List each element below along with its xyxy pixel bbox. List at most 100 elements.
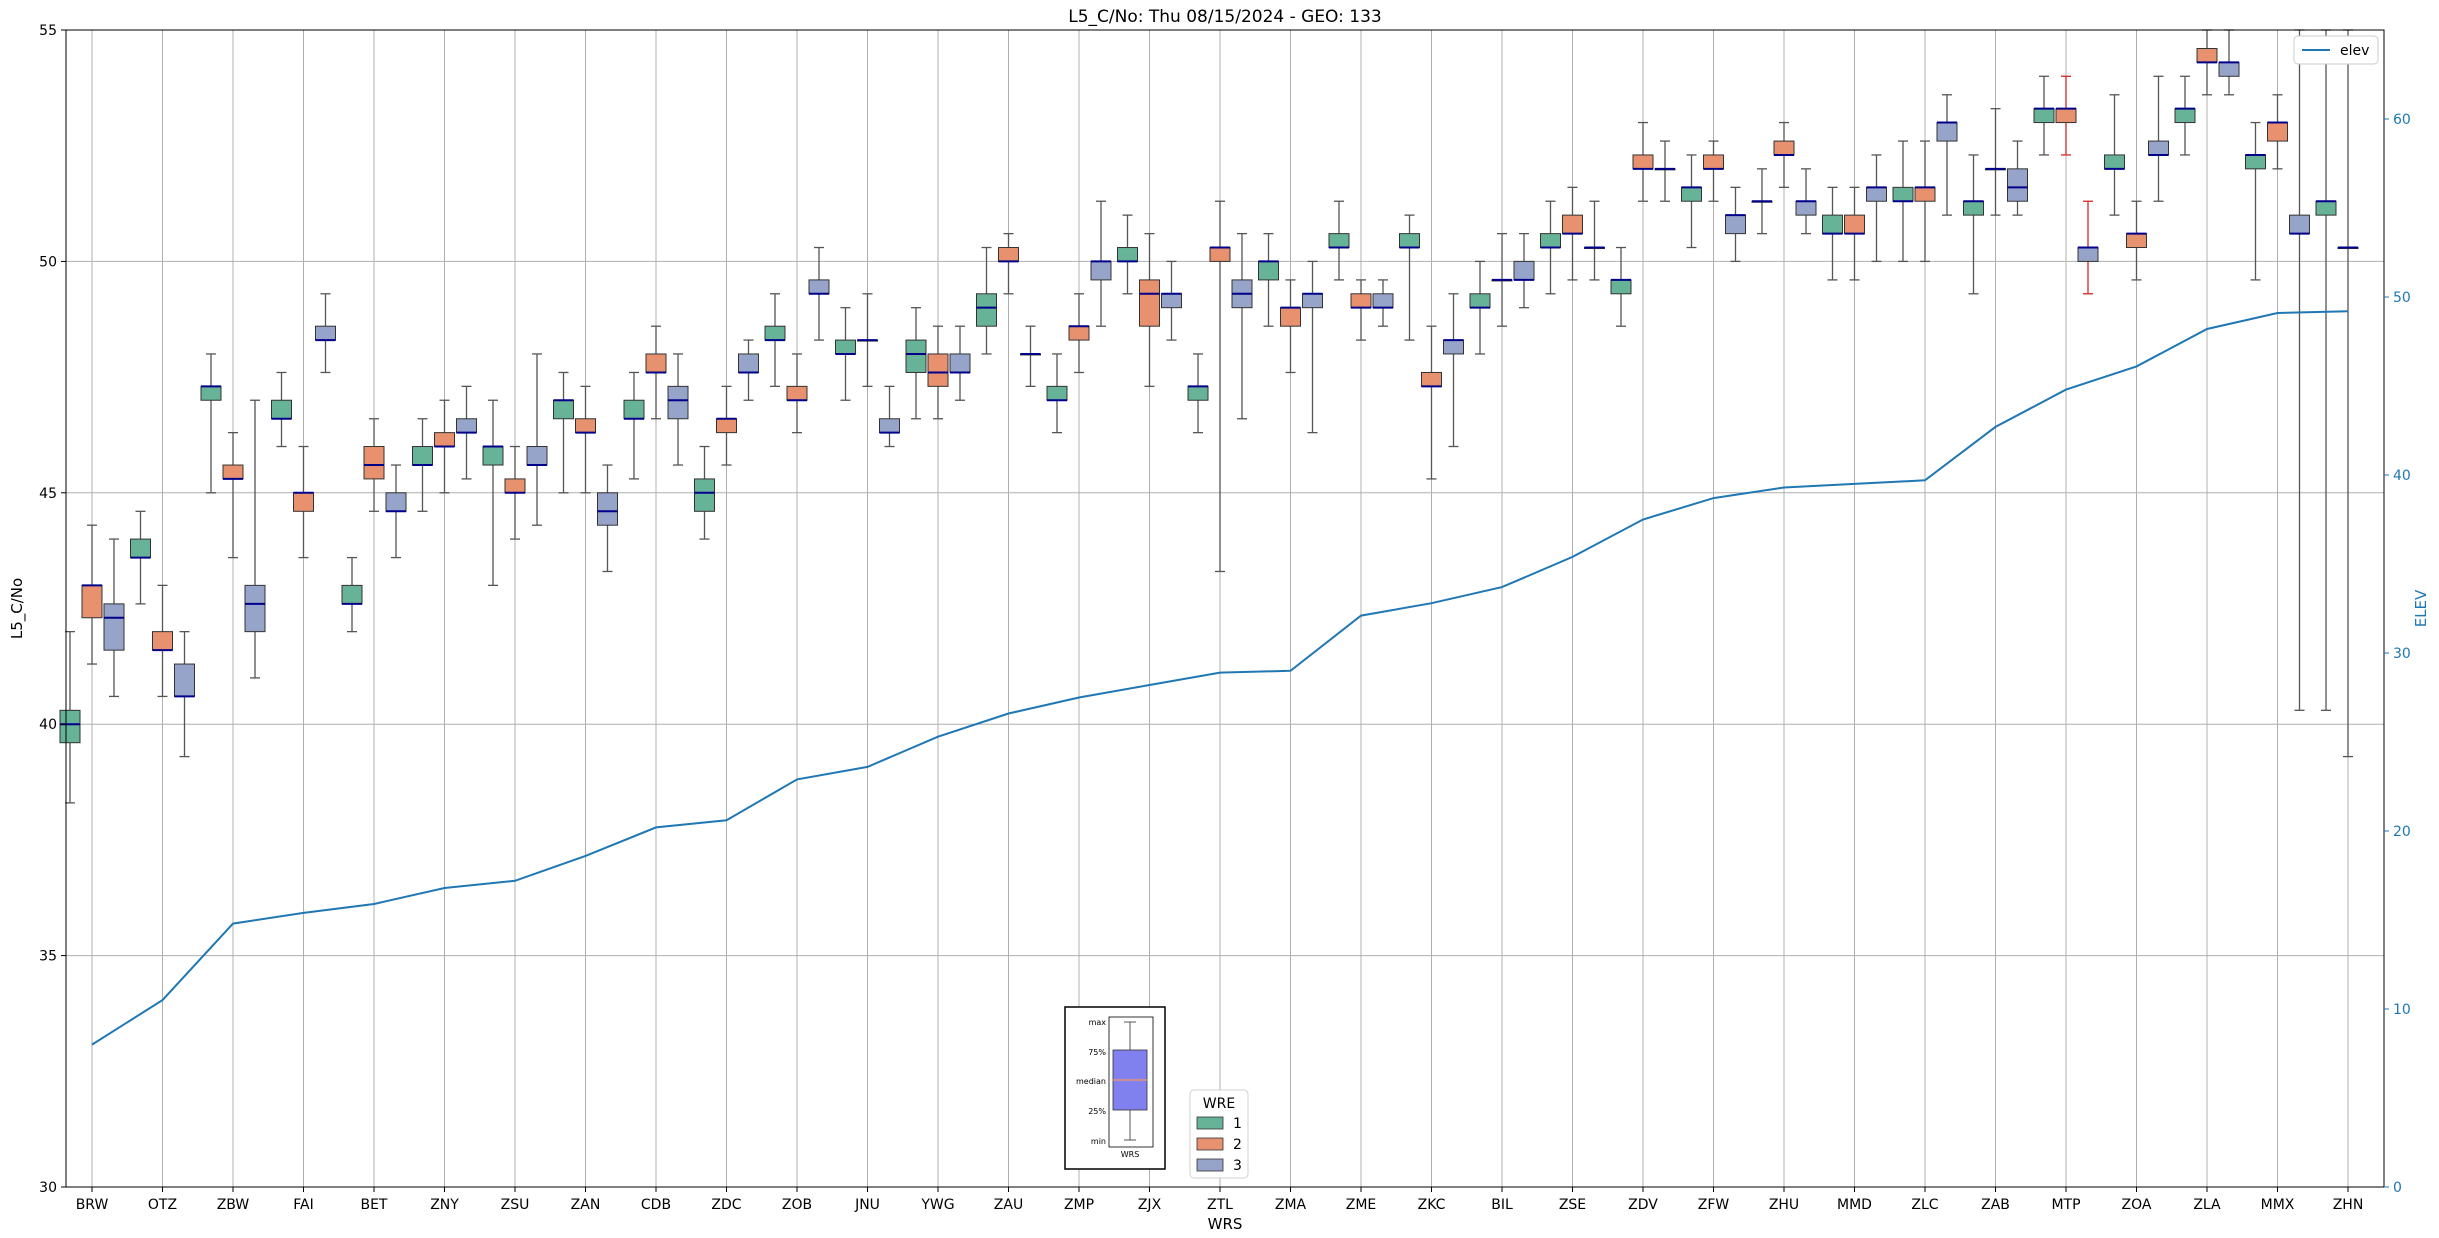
- box-wre-2: [645, 353, 667, 373]
- x-tick-label: ZSE: [1559, 1197, 1586, 1213]
- y2-tick-label: 10: [2393, 1002, 2411, 1018]
- box-wre-3: [597, 492, 618, 526]
- y2-tick-label: 30: [2393, 646, 2411, 662]
- x-tick-label: ZSU: [501, 1197, 530, 1213]
- box-wre-2: [1421, 371, 1442, 387]
- inset-label: min: [1091, 1137, 1106, 1146]
- box-wre-1: [1046, 385, 1068, 401]
- x-tick-label: ZTL: [1207, 1197, 1233, 1213]
- inset-label: median: [1076, 1077, 1106, 1086]
- box-wre-1: [2245, 154, 2266, 170]
- x-tick-label: MTP: [2051, 1197, 2080, 1213]
- box-wre-2: [1350, 293, 1372, 309]
- x-tick-label: ZDV: [1628, 1197, 1658, 1213]
- legend-label-1: 1: [1233, 1116, 1242, 1132]
- x-tick-label: JNU: [854, 1197, 880, 1213]
- box-wre-1: [1822, 214, 1843, 235]
- box-wre-2: [2196, 48, 2218, 63]
- x-tick-label: ZHU: [1769, 1197, 1799, 1213]
- y-axis-left-ticks: 30 35 40 45 50 55: [39, 23, 66, 1196]
- box-wre-1: [835, 339, 856, 355]
- box-wre-2: [1209, 247, 1231, 262]
- x-tick-label: ZME: [1346, 1197, 1377, 1213]
- box-wre-3: [1936, 122, 1958, 142]
- inset-label: max: [1089, 1018, 1107, 1027]
- box-wre-1: [200, 385, 222, 401]
- legend-label-3: 3: [1233, 1158, 1242, 1174]
- box-wre-3: [667, 385, 689, 420]
- box-wre-3: [526, 446, 548, 466]
- x-tick-label: ZJX: [1138, 1197, 1162, 1213]
- y2-tick-label: 40: [2393, 468, 2411, 484]
- box-wre-2: [2055, 108, 2077, 124]
- elev-line-series: [91, 310, 2349, 1046]
- box-wre-1: [2315, 200, 2337, 216]
- box-wre-1: [764, 325, 786, 341]
- box-wre-3: [2218, 61, 2240, 77]
- box-wre-1: [2104, 154, 2125, 170]
- box-wre-3: [315, 325, 336, 341]
- x-tick-label: YWG: [920, 1197, 954, 1213]
- grid: [66, 29, 2384, 1188]
- x-tick-label: FAI: [293, 1197, 313, 1213]
- box-wre-3: [103, 603, 125, 651]
- box-wre-1: [412, 446, 433, 466]
- box-wre-3: [1372, 293, 1394, 309]
- box-wre-2: [1068, 325, 1090, 341]
- y2-axis-label: ELEV: [2412, 589, 2430, 627]
- box-wre-2: [434, 432, 455, 448]
- box-wre-2: [1139, 279, 1160, 327]
- box-wre-2: [222, 464, 244, 480]
- x-tick-label: MMD: [1837, 1197, 1872, 1213]
- box-wre-3: [1513, 260, 1535, 281]
- x-tick-label: BET: [360, 1197, 387, 1213]
- box-wre-1: [623, 399, 645, 420]
- box-wre-2: [1562, 214, 1583, 235]
- y-axis-right-ticks: 0 10 20 30 40 50 60: [2384, 112, 2411, 1196]
- box-wre-1: [1117, 247, 1138, 262]
- box-wre-3: [949, 353, 971, 373]
- legend-elev-label: elev: [2340, 43, 2369, 59]
- x-tick-label: ZAU: [994, 1197, 1023, 1213]
- box-wre-1: [1540, 233, 1561, 249]
- box-wre-3: [174, 663, 195, 697]
- box-wre-1: [59, 709, 81, 744]
- box-wre-3: [1795, 200, 1817, 216]
- box-wre-3: [1725, 214, 1746, 235]
- inset-label: 25%: [1088, 1107, 1106, 1116]
- x-tick-label: ZOA: [2122, 1197, 2152, 1213]
- x-tick-label: OTZ: [148, 1197, 177, 1213]
- box-wre-2: [293, 492, 314, 512]
- elev-line-path: [91, 310, 2349, 1046]
- box-wre-2: [1632, 154, 1654, 170]
- y-tick-label: 30: [39, 1180, 57, 1196]
- legend-frame: [1189, 1089, 1249, 1179]
- box-wre-3: [244, 584, 266, 633]
- x-tick-label: ZMP: [1064, 1197, 1094, 1213]
- x-tick-label: ZNY: [430, 1197, 459, 1213]
- y-axis-label: L5_C/No: [8, 578, 27, 639]
- x-tick-label: MMX: [2261, 1197, 2295, 1213]
- box-wre-3: [879, 418, 900, 434]
- legend-swatch-1: [1196, 1116, 1224, 1130]
- box-wre-2: [1773, 140, 1795, 156]
- box-wre-1: [1963, 200, 1984, 216]
- box-wre-2: [716, 418, 737, 434]
- y2-tick-label: 20: [2393, 824, 2411, 840]
- box-wre-2: [2267, 122, 2288, 142]
- inset-xlabel: WRS: [1121, 1150, 1140, 1159]
- legend-swatch-3: [1196, 1158, 1224, 1172]
- box-wre-1: [2174, 108, 2196, 124]
- chart-title: L5_C/No: Thu 08/15/2024 - GEO: 133: [1068, 7, 1381, 27]
- box-wre-1: [1399, 233, 1420, 249]
- legend-title: WRE: [1203, 1096, 1235, 1112]
- box-wre-1: [1681, 186, 1702, 202]
- box-wre-3: [2077, 247, 2099, 262]
- x-tick-label: ZLC: [1911, 1197, 1938, 1213]
- box-wre-1: [2033, 108, 2055, 124]
- box-wre-2: [1280, 307, 1301, 327]
- box-wre-1: [694, 478, 715, 512]
- x-tick-label: ZMA: [1275, 1197, 1307, 1213]
- inset-boxplot-key: max 75% median 25% min WRS: [1064, 1006, 1166, 1170]
